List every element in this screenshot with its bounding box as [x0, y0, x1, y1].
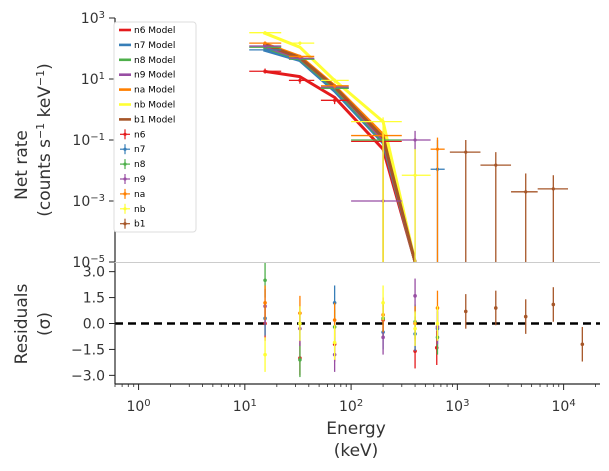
- data-point-n6: [249, 68, 282, 74]
- data-point-na: [320, 83, 349, 89]
- legend-label: b1: [134, 220, 145, 230]
- legend-entry-model: n9 Model: [119, 71, 175, 81]
- model-curves: [262, 31, 417, 262]
- residual-point-b1: [580, 326, 585, 362]
- legend-label: nb Model: [134, 101, 175, 111]
- bottom-y-label-line1: Residuals: [12, 284, 32, 365]
- data-point-b1: [480, 152, 512, 262]
- bottom-y-tick-label: 1.5: [83, 291, 105, 307]
- legend-box: [113, 21, 197, 233]
- residuals-panel: −3.0 −1.5 0.0 1.5 3.0 100 101 102 103 104 Residu…: [12, 263, 600, 461]
- bottom-y-tick-label: −3.0: [71, 368, 105, 384]
- bottom-y-tick-label: 3.0: [83, 265, 105, 281]
- data-point-nb: [351, 117, 402, 262]
- top-y-tick-label: 10−1: [72, 132, 105, 150]
- data-point-n6: [320, 96, 349, 105]
- residual-point-nb: [298, 306, 302, 341]
- count-rate-panel: 10−5 10−3 10−1 101 103 Net rate (counts s−1 …: [12, 10, 569, 272]
- residual-points: [263, 263, 585, 378]
- residual-point-nb: [435, 306, 440, 341]
- top-y-label-line2: (counts s−1 keV−1): [34, 63, 56, 217]
- legend-label: n6 Model: [134, 26, 175, 36]
- residual-point-nb: [413, 311, 417, 346]
- legend-label: b1 Model: [134, 115, 175, 125]
- data-point-na: [288, 54, 315, 59]
- model-curve-n9: [263, 44, 417, 262]
- data-point-n9: [401, 130, 431, 262]
- residual-point-n8: [298, 342, 302, 378]
- legend-entry-model: na Model: [119, 86, 175, 96]
- x-tick-label: 100: [126, 398, 150, 416]
- residual-point-nb: [263, 337, 267, 372]
- data-point-b1: [511, 173, 538, 262]
- data-point-na: [249, 41, 282, 45]
- bottom-y-tick-label: −1.5: [71, 342, 105, 358]
- legend-entry-data: b1: [120, 218, 145, 230]
- legend-entry-model: b1 Model: [119, 115, 175, 125]
- legend-entry-data: na: [120, 188, 145, 200]
- x-axis-label: Energy: [326, 419, 386, 439]
- legend-label: n7 Model: [134, 41, 175, 51]
- model-curve-nb: [262, 31, 417, 262]
- legend-entry-data: n8: [120, 159, 146, 170]
- residual-point-b1: [551, 287, 556, 322]
- legend-label: n8: [134, 160, 146, 170]
- legend-label: n8 Model: [134, 56, 175, 66]
- legend-entry-model: n8 Model: [119, 56, 175, 66]
- residual-point-b1: [523, 299, 528, 334]
- data-point-nb: [249, 31, 282, 35]
- legend-entry-data: n7: [120, 144, 145, 155]
- x-tick-label: 104: [552, 398, 576, 416]
- legend-label: na Model: [134, 86, 175, 96]
- x-tick-label: 101: [233, 398, 257, 416]
- legend-entry-data: n9: [120, 174, 146, 185]
- top-y-tick-label: 10−3: [72, 193, 105, 211]
- data-point-n8: [351, 134, 402, 262]
- bottom-y-ticks: −3.0 −1.5 0.0 1.5 3.0: [71, 265, 115, 384]
- model-curve-n8: [263, 45, 417, 262]
- data-points: [249, 31, 569, 262]
- data-point-b1: [449, 140, 481, 262]
- data-point-n6: [351, 134, 402, 262]
- residual-point-nb: [332, 325, 337, 360]
- data-point-b1: [537, 175, 569, 262]
- top-y-ticks: 10−5 10−3 10−1 101 103: [72, 10, 115, 272]
- legend-label: n9 Model: [134, 71, 175, 81]
- top-y-label-line1: Net rate: [12, 130, 32, 200]
- top-y-tick-label: 101: [81, 71, 105, 89]
- legend-label: n6: [134, 130, 146, 140]
- bottom-y-tick-label: 0.0: [83, 317, 105, 333]
- data-point-na: [430, 137, 445, 262]
- x-tick-label: 102: [339, 398, 363, 416]
- legend-entry-data: n6: [120, 129, 146, 140]
- legend: n6 Model n7 Model n8 Model n9 Model na Model…: [113, 21, 197, 233]
- data-point-nb: [401, 149, 431, 262]
- legend-label: n9: [134, 175, 146, 185]
- legend-entry-data: nb: [120, 203, 146, 215]
- legend-label: na: [134, 190, 145, 200]
- residual-point-b1: [463, 294, 468, 329]
- top-y-tick-label: 10−5: [72, 254, 105, 272]
- x-ticks: 100 101 102 103 104: [114, 384, 597, 416]
- legend-label: n7: [134, 145, 145, 155]
- legend-entry-model: n7 Model: [119, 41, 175, 51]
- residual-point-b1: [493, 290, 498, 326]
- model-curve-b1: [262, 42, 417, 262]
- x-axis-unit: (keV): [334, 441, 379, 461]
- top-y-tick-label: 103: [81, 10, 105, 28]
- data-point-nb: [320, 78, 349, 83]
- legend-entry-model: n6 Model: [119, 26, 175, 36]
- data-point-n9: [249, 44, 282, 48]
- data-point-na: [351, 130, 402, 262]
- legend-entry-model: nb Model: [119, 101, 175, 111]
- bottom-y-label-line2: (σ): [35, 312, 55, 336]
- data-point-n6: [288, 77, 315, 84]
- x-tick-label: 103: [445, 398, 469, 416]
- legend-label: nb: [134, 205, 146, 215]
- residual-point-nb: [381, 285, 385, 321]
- residual-point-na: [263, 285, 267, 321]
- data-point-nb: [288, 41, 315, 46]
